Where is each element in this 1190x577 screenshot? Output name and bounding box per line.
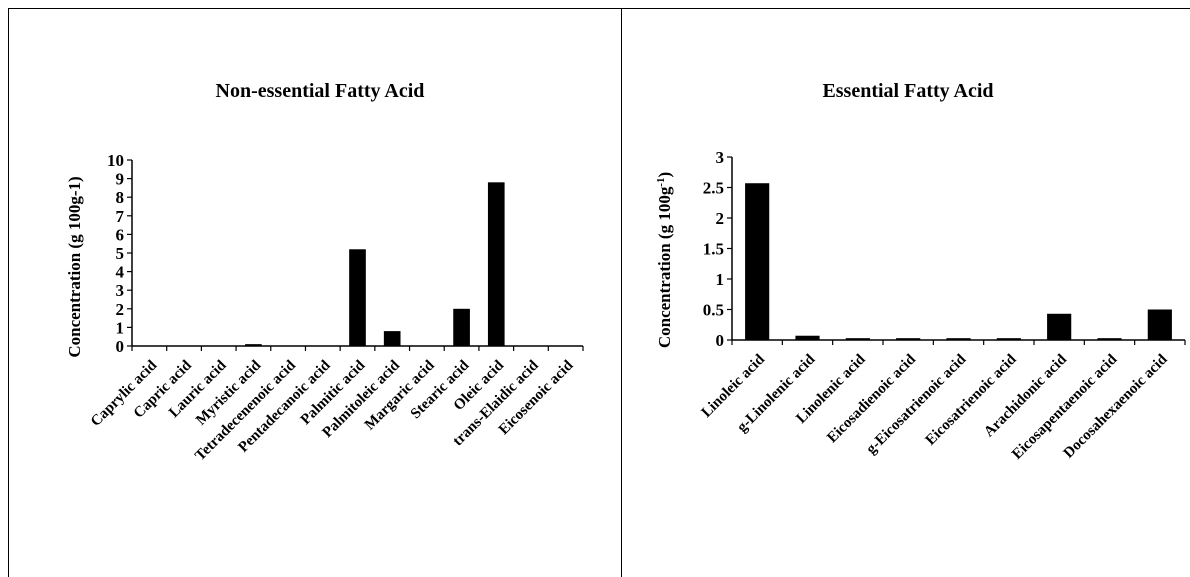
bar: [383, 331, 401, 346]
bar: [1097, 338, 1122, 340]
chart-panel-non-essential: Non-essential Fatty Acid Concentration (…: [9, 9, 621, 577]
y-tick-label: 2.5: [703, 179, 724, 198]
chart-panel-essential: Essential Fatty Acid Concentration (g 10…: [622, 9, 1190, 577]
y-tick-label: 2: [716, 209, 725, 228]
essential-fatty-acid-chart: Essential Fatty Acid Concentration (g 10…: [655, 80, 1186, 463]
y-axis-label: Concentration (g 100g-1): [65, 176, 84, 357]
bar: [1047, 313, 1072, 340]
y-tick-label: 2: [116, 300, 125, 319]
bar: [745, 183, 770, 340]
chart-title: Non-essential Fatty Acid: [216, 80, 425, 102]
bar: [845, 338, 870, 340]
y-tick-label: 1: [716, 270, 725, 289]
category-label: g-Eicosatrienoic acid: [863, 351, 969, 457]
y-tick-label: 10: [107, 151, 124, 170]
bar: [946, 338, 971, 340]
category-label: Docosahexaenoic acid: [1061, 351, 1171, 461]
bar: [795, 335, 820, 340]
y-tick-label: 1: [116, 318, 125, 337]
y-tick-label: 6: [116, 225, 125, 244]
y-tick-label: 3: [716, 148, 725, 167]
bar: [453, 308, 470, 346]
bar: [1147, 309, 1172, 340]
bar: [487, 182, 505, 346]
y-tick-label: 0: [716, 331, 725, 350]
non-essential-fatty-acid-chart: Non-essential Fatty Acid Concentration (…: [65, 80, 584, 464]
y-tick-label: 1.5: [703, 240, 724, 259]
y-tick-label: 7: [116, 207, 125, 226]
panel-divider: [621, 8, 622, 577]
bar: [996, 338, 1021, 340]
bar: [349, 249, 366, 346]
bar: [245, 344, 262, 346]
chart-title: Essential Fatty Acid: [822, 80, 993, 102]
y-axis-label: Concentration (g 100g-1): [655, 172, 674, 348]
y-tick-label: 4: [116, 263, 125, 282]
figure-frame: [8, 8, 1190, 577]
y-tick-label: 0: [116, 337, 125, 356]
y-tick-label: 8: [116, 188, 125, 207]
y-tick-label: 0.5: [703, 301, 724, 320]
y-tick-label: 9: [116, 170, 125, 189]
y-tick-label: 3: [116, 281, 125, 300]
bar: [896, 338, 921, 340]
category-label: Eicosadienoic acid: [824, 351, 919, 446]
y-tick-label: 5: [116, 244, 125, 263]
category-label: Eicosatrienoic acid: [923, 351, 1021, 449]
